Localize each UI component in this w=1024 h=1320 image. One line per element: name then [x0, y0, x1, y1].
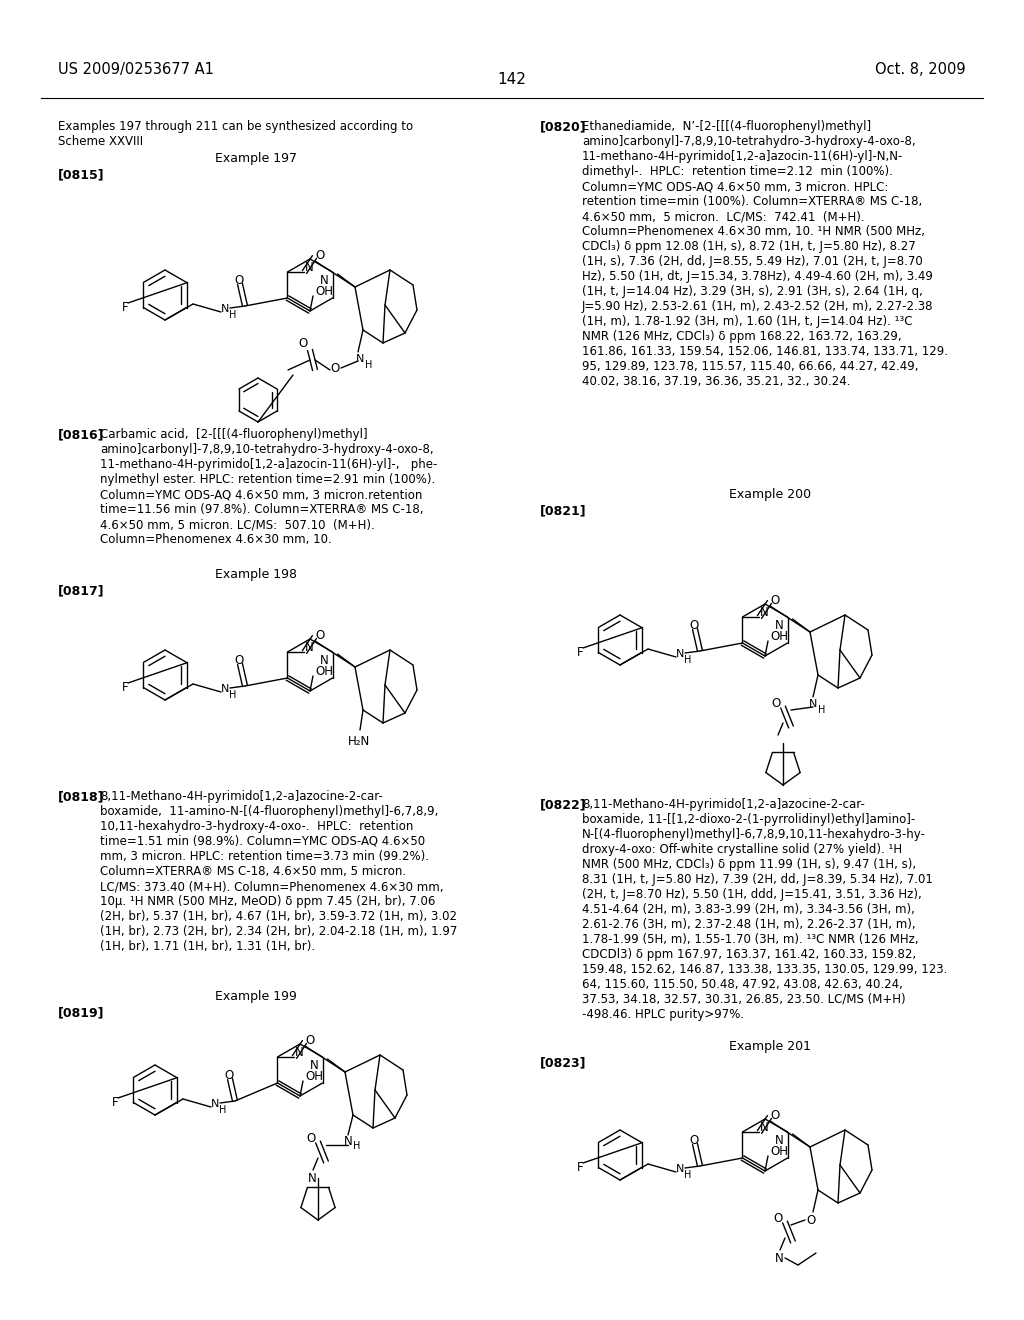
Text: O: O — [689, 1134, 698, 1147]
Text: N: N — [809, 700, 817, 709]
Text: O: O — [315, 630, 325, 642]
Text: Example 198: Example 198 — [215, 568, 297, 581]
Text: N: N — [344, 1135, 352, 1148]
Text: OH: OH — [315, 285, 333, 298]
Text: H: H — [353, 1140, 360, 1151]
Text: N: N — [305, 642, 313, 653]
Text: Example 199: Example 199 — [215, 990, 297, 1003]
Text: N: N — [775, 1251, 783, 1265]
Text: Oct. 8, 2009: Oct. 8, 2009 — [876, 62, 966, 77]
Text: F: F — [122, 301, 129, 314]
Text: OH: OH — [305, 1071, 323, 1082]
Text: N: N — [221, 304, 229, 314]
Text: F: F — [122, 681, 129, 694]
Text: O: O — [298, 337, 307, 350]
Text: [0822]: [0822] — [540, 799, 587, 810]
Text: O: O — [771, 697, 780, 710]
Text: [0816]: [0816] — [58, 428, 104, 441]
Text: O: O — [806, 1214, 815, 1228]
Text: N: N — [221, 684, 229, 694]
Text: 8,11-Methano-4H-pyrimido[1,2-a]azocine-2-car-
boxamide,  11-amino-N-[(4-fluoroph: 8,11-Methano-4H-pyrimido[1,2-a]azocine-2… — [100, 789, 458, 953]
Text: [0821]: [0821] — [540, 504, 587, 517]
Text: N: N — [309, 1059, 318, 1072]
Text: H: H — [229, 690, 237, 700]
Text: N: N — [356, 354, 365, 364]
Text: Ethanediamide,  N’-[2-[[[(4-fluorophenyl)methyl]
amino]carbonyl]-7,8,9,10-tetrah: Ethanediamide, N’-[2-[[[(4-fluorophenyl)… — [582, 120, 948, 388]
Text: O: O — [234, 653, 244, 667]
Text: OH: OH — [315, 665, 333, 678]
Text: O: O — [689, 619, 698, 632]
Text: [0823]: [0823] — [540, 1056, 587, 1069]
Text: H: H — [684, 1170, 691, 1180]
Text: N: N — [305, 261, 313, 275]
Text: [0820]: [0820] — [540, 120, 587, 133]
Text: H₂N: H₂N — [348, 735, 371, 748]
Text: N: N — [760, 606, 769, 619]
Text: N: N — [676, 1164, 684, 1173]
Text: O: O — [773, 1212, 782, 1225]
Text: O: O — [224, 1069, 233, 1082]
Text: Example 201: Example 201 — [729, 1040, 811, 1053]
Text: F: F — [577, 1162, 584, 1173]
Text: Carbamic acid,  [2-[[[(4-fluorophenyl)methyl]
amino]carbonyl]-7,8,9,10-tetrahydr: Carbamic acid, [2-[[[(4-fluorophenyl)met… — [100, 428, 437, 546]
Text: O: O — [770, 1109, 779, 1122]
Text: N: N — [319, 275, 329, 286]
Text: F: F — [577, 645, 584, 659]
Text: N: N — [319, 653, 329, 667]
Text: N: N — [760, 1121, 769, 1134]
Text: [0819]: [0819] — [58, 1006, 104, 1019]
Text: O: O — [305, 1034, 314, 1047]
Text: N: N — [211, 1100, 219, 1109]
Text: N: N — [774, 1134, 783, 1147]
Text: OH: OH — [770, 630, 788, 643]
Text: 142: 142 — [498, 73, 526, 87]
Text: N: N — [308, 1172, 316, 1185]
Text: 8,11-Methano-4H-pyrimido[1,2-a]azocine-2-car-
boxamide, 11-[[1,2-dioxo-2-(1-pyrr: 8,11-Methano-4H-pyrimido[1,2-a]azocine-2… — [582, 799, 947, 1020]
Text: Example 200: Example 200 — [729, 488, 811, 502]
Text: O: O — [315, 249, 325, 261]
Text: H: H — [229, 310, 237, 319]
Text: US 2009/0253677 A1: US 2009/0253677 A1 — [58, 62, 214, 77]
Text: Example 197: Example 197 — [215, 152, 297, 165]
Text: H: H — [684, 655, 691, 665]
Text: [0818]: [0818] — [58, 789, 104, 803]
Text: [0815]: [0815] — [58, 168, 104, 181]
Text: N: N — [295, 1045, 304, 1059]
Text: Scheme XXVIII: Scheme XXVIII — [58, 135, 143, 148]
Text: H: H — [365, 360, 373, 370]
Text: O: O — [770, 594, 779, 607]
Text: O: O — [330, 362, 339, 375]
Text: OH: OH — [770, 1144, 788, 1158]
Text: F: F — [112, 1096, 119, 1109]
Text: H: H — [219, 1105, 226, 1115]
Text: N: N — [676, 649, 684, 659]
Text: O: O — [306, 1133, 315, 1144]
Text: O: O — [234, 275, 244, 286]
Text: N: N — [774, 619, 783, 632]
Text: Examples 197 through 211 can be synthesized according to: Examples 197 through 211 can be synthesi… — [58, 120, 413, 133]
Text: H: H — [818, 705, 825, 715]
Text: [0817]: [0817] — [58, 583, 104, 597]
